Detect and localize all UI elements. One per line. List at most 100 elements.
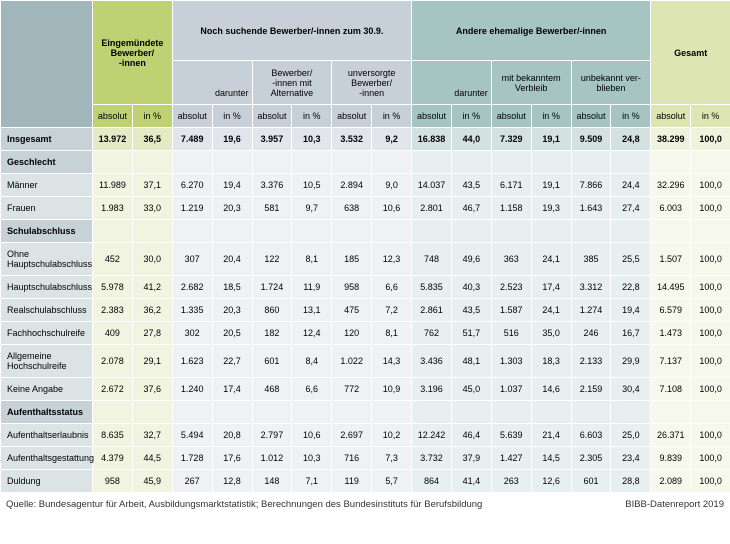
cell-percent: 24,1: [531, 299, 571, 322]
empty-cell: [571, 401, 611, 424]
cell-absolut: 3.376: [252, 174, 292, 197]
cell-absolut: 185: [332, 243, 372, 276]
cell-percent: 19,3: [531, 197, 571, 220]
cell-percent: 7,3: [372, 447, 412, 470]
empty-cell: [292, 220, 332, 243]
table-row: Keine Angabe2.67237,61.24017,44686,67721…: [1, 378, 730, 401]
empty-cell: [172, 401, 212, 424]
header-percent: in %: [611, 105, 651, 128]
section-label: Aufenthaltsstatus: [1, 401, 93, 424]
cell-absolut: 772: [332, 378, 372, 401]
cell-absolut: 7.329: [491, 128, 531, 151]
header-percent: in %: [372, 105, 412, 128]
empty-cell: [132, 401, 172, 424]
row-label: Ohne Hauptschulabschluss: [1, 243, 93, 276]
empty-cell: [172, 220, 212, 243]
cell-absolut: 5.639: [491, 424, 531, 447]
header-group-3: Andere ehemalige Bewerber/-innen: [412, 1, 651, 61]
cell-percent: 41,2: [132, 276, 172, 299]
cell-absolut: 302: [172, 322, 212, 345]
cell-percent: 48,1: [451, 345, 491, 378]
row-label: Männer: [1, 174, 93, 197]
cell-absolut: 958: [93, 470, 133, 493]
cell-absolut: 1.724: [252, 276, 292, 299]
cell-percent: 32,7: [132, 424, 172, 447]
cell-absolut: 263: [491, 470, 531, 493]
header-sub-4: unbekannt ver- blieben: [571, 61, 651, 105]
empty-cell: [491, 401, 531, 424]
section-label: Schulabschluss: [1, 220, 93, 243]
cell-absolut: 516: [491, 322, 531, 345]
cell-percent: 17,4: [531, 276, 571, 299]
cell-absolut: 1.587: [491, 299, 531, 322]
cell-absolut: 2.672: [93, 378, 133, 401]
empty-cell: [451, 401, 491, 424]
cell-percent: 24,8: [611, 128, 651, 151]
cell-percent: 43,5: [451, 174, 491, 197]
cell-percent: 14,5: [531, 447, 571, 470]
cell-absolut: 267: [172, 470, 212, 493]
cell-percent: 18,3: [531, 345, 571, 378]
cell-absolut: 13.972: [93, 128, 133, 151]
section-label: Geschlecht: [1, 151, 93, 174]
cell-absolut: 122: [252, 243, 292, 276]
cell-percent: 8,4: [292, 345, 332, 378]
cell-percent: 44,5: [132, 447, 172, 470]
cell-percent: 19,4: [212, 174, 252, 197]
source-text: Quelle: Bundesagentur für Arbeit, Ausbil…: [6, 499, 482, 510]
header-absolut: absolut: [571, 105, 611, 128]
empty-cell: [611, 151, 651, 174]
header-percent: in %: [531, 105, 571, 128]
cell-percent: 10,6: [292, 424, 332, 447]
cell-absolut: 7.137: [651, 345, 691, 378]
cell-percent: 51,7: [451, 322, 491, 345]
cell-absolut: 601: [252, 345, 292, 378]
cell-percent: 8,1: [372, 322, 412, 345]
cell-percent: 5,7: [372, 470, 412, 493]
cell-percent: 6,6: [292, 378, 332, 401]
cell-absolut: 1.623: [172, 345, 212, 378]
cell-percent: 7,1: [292, 470, 332, 493]
table-body: Insgesamt13.97236,57.48919,63.95710,33.5…: [1, 128, 730, 493]
empty-cell: [531, 151, 571, 174]
cell-absolut: 748: [412, 243, 452, 276]
table-row: Fachhochschulreife40927,830220,518212,41…: [1, 322, 730, 345]
cell-percent: 100,0: [691, 378, 730, 401]
header-darunter-1: darunter: [172, 61, 252, 105]
cell-percent: 25,5: [611, 243, 651, 276]
cell-percent: 22,7: [212, 345, 252, 378]
empty-cell: [372, 151, 412, 174]
cell-absolut: 1.303: [491, 345, 531, 378]
cell-percent: 10,5: [292, 174, 332, 197]
cell-percent: 45,0: [451, 378, 491, 401]
cell-percent: 25,0: [611, 424, 651, 447]
cell-percent: 19,6: [212, 128, 252, 151]
table-row: Duldung95845,926712,81487,11195,786441,4…: [1, 470, 730, 493]
empty-cell: [332, 151, 372, 174]
empty-cell: [332, 401, 372, 424]
cell-absolut: 5.494: [172, 424, 212, 447]
cell-absolut: 2.089: [651, 470, 691, 493]
cell-percent: 100,0: [691, 128, 730, 151]
cell-absolut: 182: [252, 322, 292, 345]
empty-cell: [332, 220, 372, 243]
empty-cell: [132, 220, 172, 243]
cell-percent: 16,7: [611, 322, 651, 345]
table-row: Hauptschulabschluss5.97841,22.68218,51.7…: [1, 276, 730, 299]
empty-cell: [412, 151, 452, 174]
cell-percent: 46,7: [451, 197, 491, 220]
cell-absolut: 4.379: [93, 447, 133, 470]
cell-percent: 36,5: [132, 128, 172, 151]
cell-absolut: 3.532: [332, 128, 372, 151]
header-absolut: absolut: [172, 105, 212, 128]
cell-absolut: 864: [412, 470, 452, 493]
header-absolut: absolut: [491, 105, 531, 128]
cell-percent: 27,4: [611, 197, 651, 220]
header-percent: in %: [292, 105, 332, 128]
cell-absolut: 716: [332, 447, 372, 470]
cell-percent: 100,0: [691, 174, 730, 197]
table-row: Ohne Hauptschulabschluss45230,030720,412…: [1, 243, 730, 276]
cell-absolut: 1.274: [571, 299, 611, 322]
empty-cell: [372, 220, 412, 243]
cell-absolut: 3.196: [412, 378, 452, 401]
